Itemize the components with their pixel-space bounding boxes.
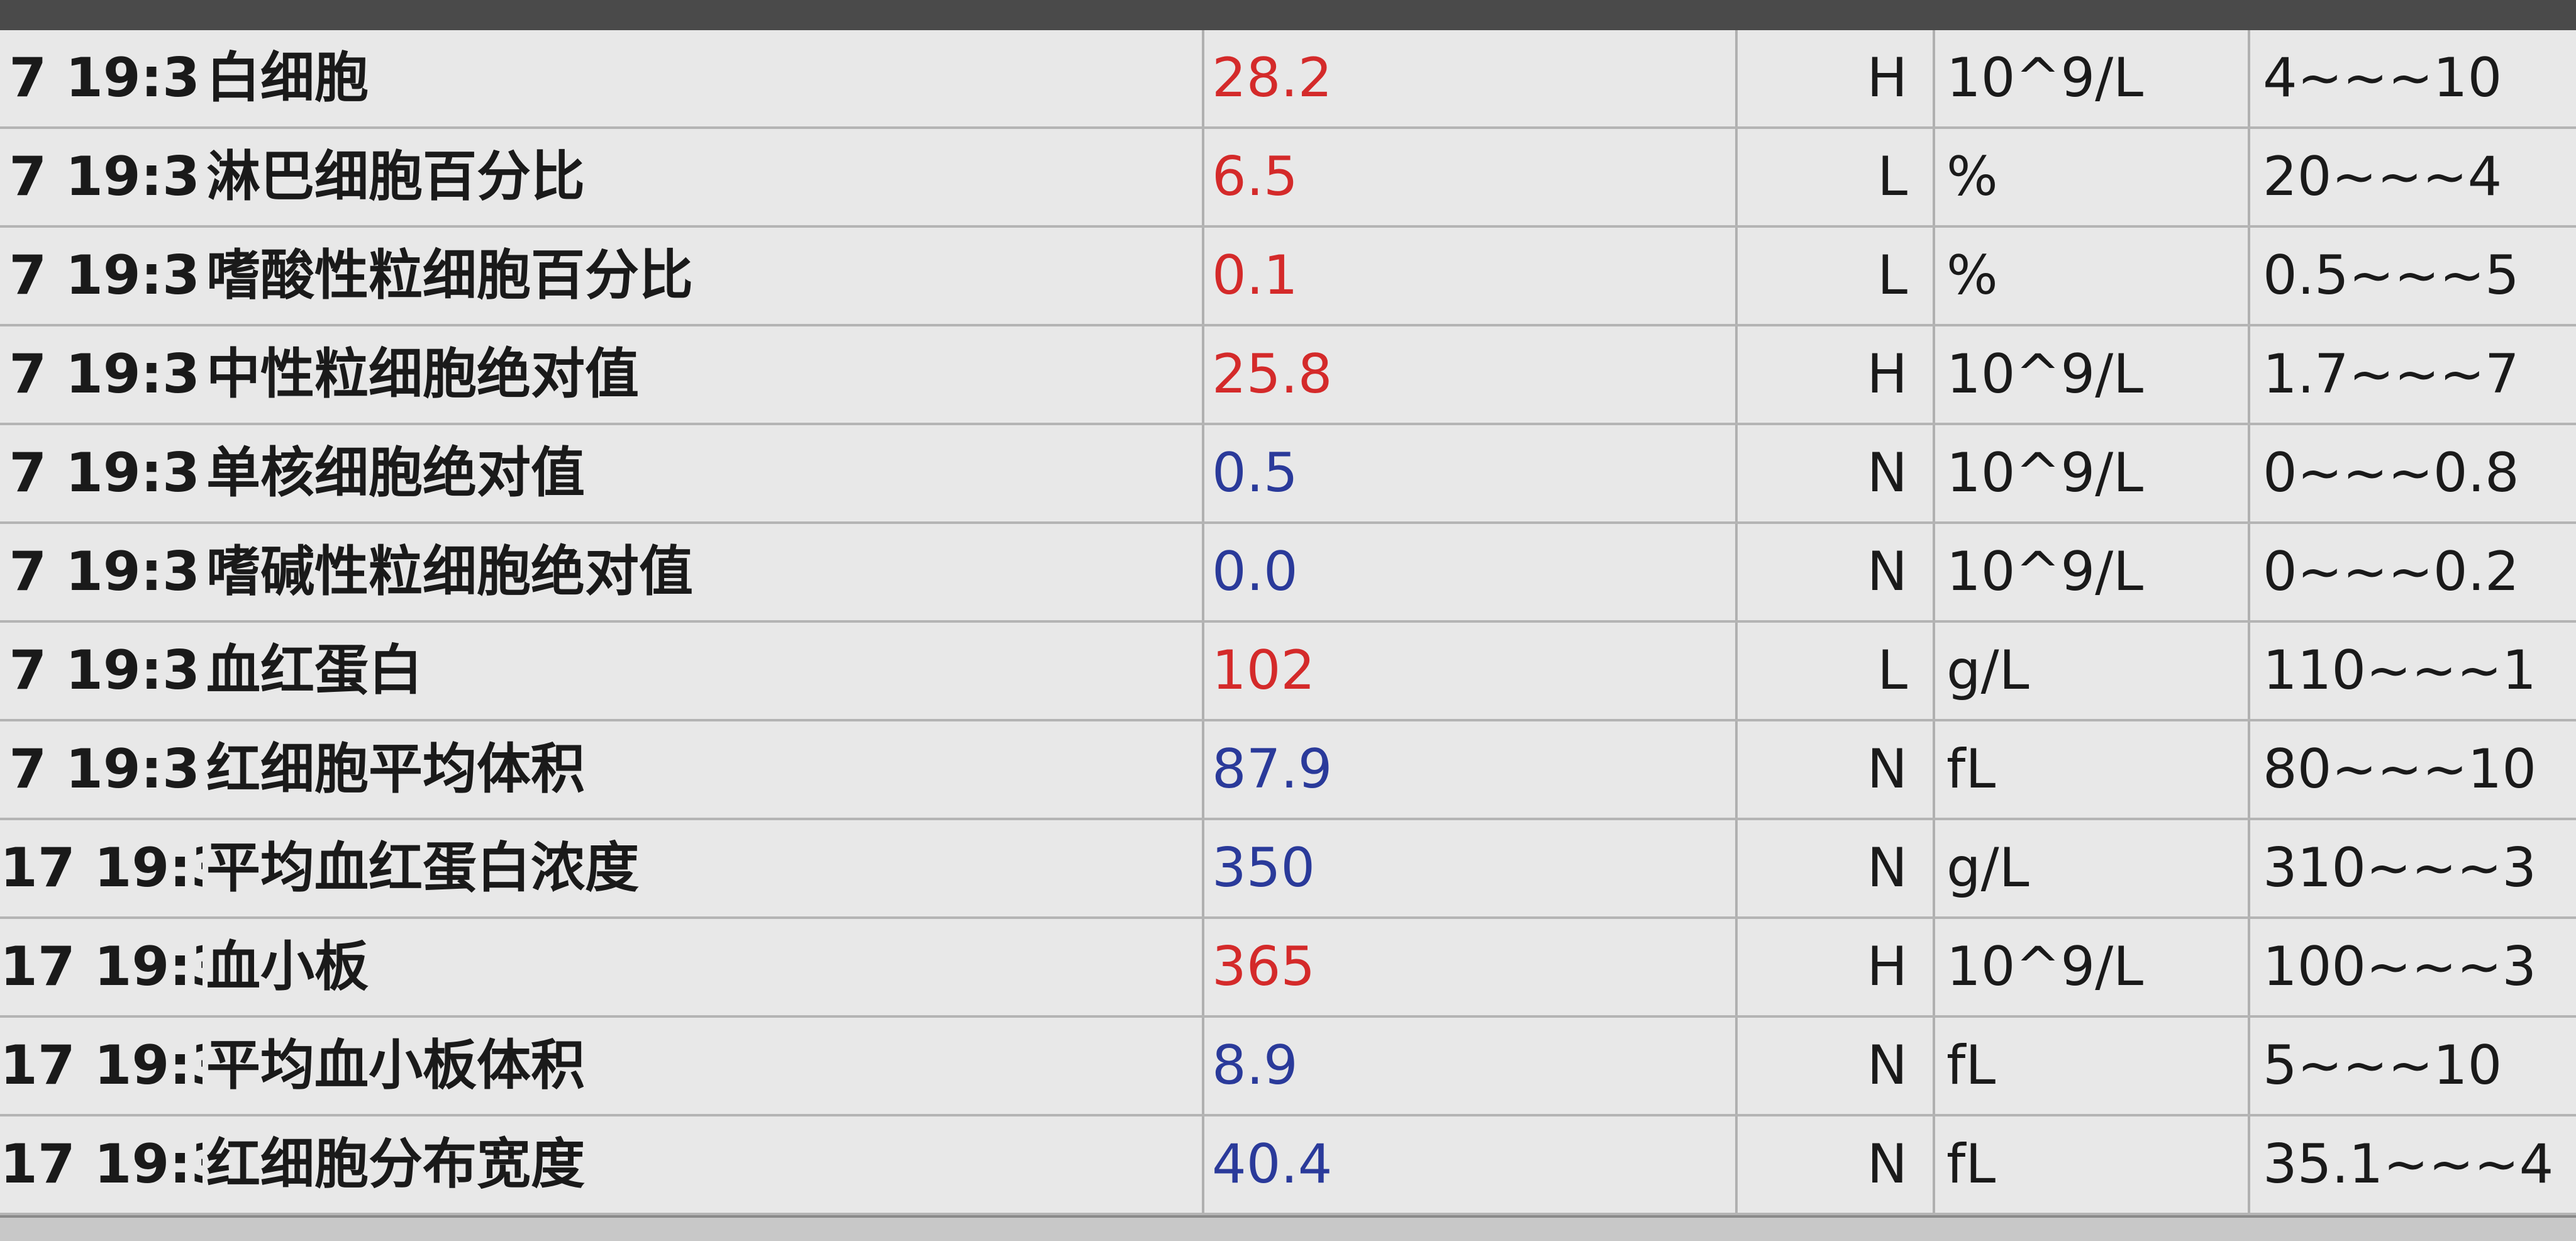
- unit-cell: 10^9/L: [1935, 326, 2250, 423]
- time-cell: 7 19:3: [9, 738, 200, 801]
- test-name-cell: 单核细胞绝对值: [203, 425, 1204, 521]
- time-cell: 7 19:3: [9, 540, 200, 603]
- flag-cell: N: [1738, 721, 1935, 818]
- test-name-cell: 平均血红蛋白浓度: [203, 820, 1204, 916]
- test-name-cell: 淋巴细胞百分比: [203, 129, 1204, 225]
- result-value-cell: 102: [1204, 623, 1738, 719]
- table-row[interactable]: 7 19:3 嗜酸性粒细胞百分比 0.1 L% 0.5~~~5: [0, 228, 2576, 326]
- flag-cell: L: [1738, 623, 1935, 719]
- flag-cell: N: [1738, 1116, 1935, 1213]
- table-header: [0, 0, 2576, 30]
- reference-range-cell: 0~~~0.8: [2263, 442, 2519, 504]
- result-value-cell: 350: [1204, 820, 1738, 916]
- test-name-cell: 平均血小板体积: [203, 1018, 1204, 1114]
- result-value-cell: 40.4: [1204, 1116, 1738, 1213]
- time-cell: 7 19:3: [9, 244, 200, 307]
- time-cell: 7 19:3: [9, 639, 200, 702]
- test-name-cell: 红细胞平均体积: [203, 721, 1204, 818]
- reference-range-cell: 0~~~0.2: [2263, 540, 2519, 603]
- flag-cell: H: [1738, 919, 1935, 1015]
- unit-cell: %: [1935, 129, 2250, 225]
- table-row[interactable]: 7 19:3 白细胞 28.2 H 10^9/L 4~~~10: [0, 30, 2576, 129]
- reference-range-cell: 110~~~1: [2263, 639, 2537, 702]
- time-cell: 7 19:3: [9, 442, 200, 504]
- reference-range-cell: 35.1~~~4: [2263, 1133, 2554, 1196]
- unit-cell: 10^9/L: [1935, 919, 2250, 1015]
- unit-cell: 10^9/L: [1935, 425, 2250, 521]
- reference-range-cell: 20~~~4: [2263, 145, 2502, 208]
- reference-range-cell: 4~~~10: [2263, 47, 2502, 109]
- reference-range-cell: 5~~~10: [2263, 1034, 2502, 1097]
- time-cell: 17 19:3: [0, 837, 203, 899]
- result-value-cell: 6.5: [1204, 129, 1738, 225]
- table-footer: [0, 1215, 2576, 1241]
- flag-cell: L: [1738, 129, 1935, 225]
- flag-cell: L: [1738, 228, 1935, 324]
- result-value-cell: 0.5: [1204, 425, 1738, 521]
- unit-cell: 10^9/L: [1935, 524, 2250, 620]
- flag-cell: N: [1738, 1018, 1935, 1114]
- time-cell: 17 19:3: [0, 1133, 203, 1196]
- result-value-cell: 0.1: [1204, 228, 1738, 324]
- time-cell: 7 19:3: [9, 145, 200, 208]
- unit-cell: fL: [1935, 1116, 2250, 1213]
- unit-cell: fL: [1935, 1018, 2250, 1114]
- reference-range-cell: 1.7~~~7: [2263, 343, 2519, 406]
- unit-cell: %: [1935, 228, 2250, 324]
- result-value-cell: 365: [1204, 919, 1738, 1015]
- table-row[interactable]: 7 19:3 单核细胞绝对值 0.5 N 10^9/L 0~~~0.8: [0, 425, 2576, 524]
- table-row[interactable]: 7 19:3 淋巴细胞百分比 6.5 L% 20~~~4: [0, 129, 2576, 228]
- reference-range-cell: 100~~~3: [2263, 935, 2537, 998]
- reference-range-cell: 80~~~10: [2263, 738, 2537, 801]
- flag-cell: N: [1738, 820, 1935, 916]
- test-name-cell: 白细胞: [203, 30, 1204, 126]
- unit-cell: g/L: [1935, 820, 2250, 916]
- time-cell: 7 19:3: [9, 343, 200, 406]
- test-name-cell: 红细胞分布宽度: [203, 1116, 1204, 1213]
- time-cell: 17 19:3: [0, 935, 203, 998]
- result-value-cell: 8.9: [1204, 1018, 1738, 1114]
- test-name-cell: 嗜酸性粒细胞百分比: [203, 228, 1204, 324]
- table-row[interactable]: 7 19:3 嗜碱性粒细胞绝对值 0.0 N 10^9/L 0~~~0.2: [0, 524, 2576, 623]
- test-name-cell: 嗜碱性粒细胞绝对值: [203, 524, 1204, 620]
- time-cell: 17 19:3: [0, 1034, 203, 1097]
- result-value-cell: 0.0: [1204, 524, 1738, 620]
- table-row[interactable]: 7 19:3 中性粒细胞绝对值 25.8 H 10^9/L 1.7~~~7: [0, 326, 2576, 425]
- time-cell: 7 19:3: [9, 47, 200, 109]
- flag-cell: N: [1738, 425, 1935, 521]
- reference-range-cell: 310~~~3: [2263, 837, 2537, 899]
- reference-range-cell: 0.5~~~5: [2263, 244, 2519, 307]
- test-name-cell: 中性粒细胞绝对值: [203, 326, 1204, 423]
- unit-cell: fL: [1935, 721, 2250, 818]
- test-name-cell: 血小板: [203, 919, 1204, 1015]
- test-name-cell: 血红蛋白: [203, 623, 1204, 719]
- result-value-cell: 87.9: [1204, 721, 1738, 818]
- flag-cell: N: [1738, 524, 1935, 620]
- unit-cell: g/L: [1935, 623, 2250, 719]
- result-value-cell: 25.8: [1204, 326, 1738, 423]
- flag-cell: H: [1738, 326, 1935, 423]
- unit-cell: 10^9/L: [1935, 30, 2250, 126]
- flag-cell: H: [1738, 30, 1935, 126]
- result-value-cell: 28.2: [1204, 30, 1738, 126]
